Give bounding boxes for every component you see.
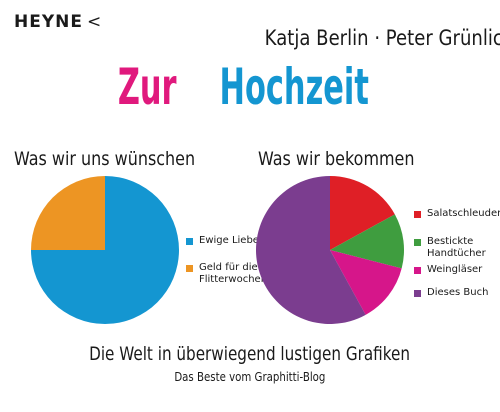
chart-2-slice-2 [330, 250, 402, 315]
chart-1-legend-item: Ewige Liebe [186, 235, 259, 247]
chart-1-pie [31, 176, 179, 324]
title-word-2: Hochzeit [219, 58, 370, 116]
chart-1-slice-1 [31, 176, 105, 250]
chart-2-pie [256, 176, 404, 324]
chart-1-legend-swatch [186, 265, 193, 272]
chart-2-legend-item: Salatschleudern [414, 208, 500, 220]
book-subtitle-text: Die Welt in überwiegend lustigen Grafike… [89, 343, 411, 365]
chart-2-legend-label: Weingläser [427, 264, 483, 275]
chart-2-legend-swatch [414, 267, 421, 274]
book-subtitle: Die Welt in überwiegend lustigen Grafike… [0, 343, 500, 365]
book-title: Zur Hochzeit [0, 55, 500, 119]
authors: Katja Berlin · Peter Grünlich [264, 26, 500, 50]
book-tagline: Das Beste vom Graphitti-Blog [0, 370, 500, 384]
chart-2-legend-swatch [414, 290, 421, 297]
chart-1-legend-item: Geld für die Flitterwochen [186, 262, 267, 286]
chart-2-slice-1 [330, 214, 404, 269]
chart-1-legend-swatch [186, 238, 193, 245]
chart-2-legend-swatch [414, 239, 421, 246]
book-tagline-text: Das Beste vom Graphitti-Blog [174, 370, 326, 384]
title-word-1: Zur [118, 58, 177, 116]
publisher-logo: HEYNE < [14, 12, 102, 32]
chart-1-legend-label: Geld für die Flitterwochen [199, 262, 268, 285]
publisher-name: HEYNE [14, 12, 83, 32]
chart-2-legend-item: Bestickte Handtücher [414, 236, 486, 260]
chart-1-legend-label: Ewige Liebe [199, 235, 259, 246]
chart-2-legend-item: Weingläser [414, 264, 482, 276]
publisher-chevron-icon: < [87, 12, 103, 32]
chart-2-legend-label: Salatschleudern [427, 208, 500, 219]
chart-2-legend-label: Dieses Buch [427, 287, 489, 298]
chart-2-legend-item: Dieses Buch [414, 287, 488, 299]
chart-2-slice-3 [256, 176, 366, 324]
chart-2-legend-label: Bestickte Handtücher [427, 236, 486, 259]
chart-2-legend-swatch [414, 211, 421, 218]
chart-2-title: Was wir bekommen [258, 148, 415, 170]
chart-1-title: Was wir uns wünschen [14, 148, 196, 170]
chart-2-slice-0 [330, 176, 395, 250]
